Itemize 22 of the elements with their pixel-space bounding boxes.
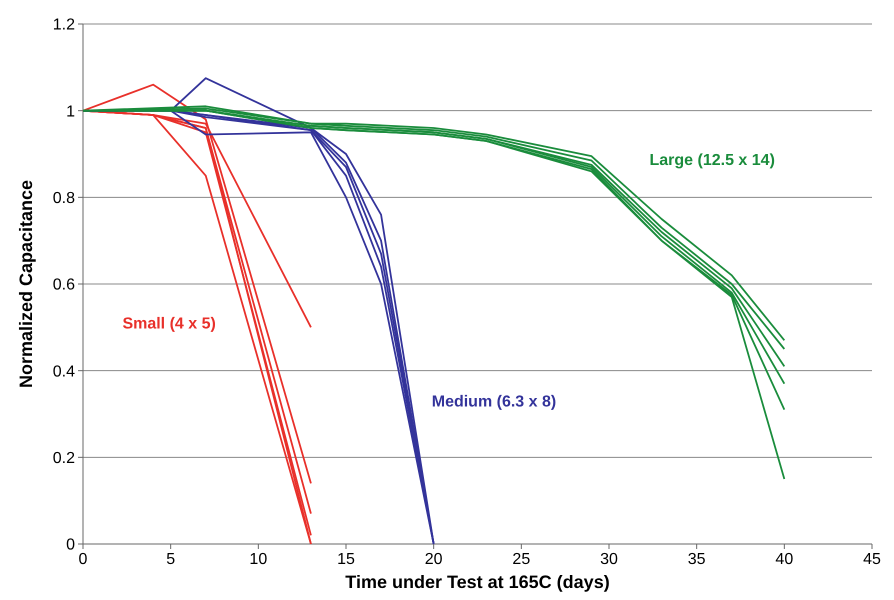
y-tick-label: 1.2 [52,16,76,34]
series-label: Medium (6.3 x 8) [432,394,556,411]
x-tick-label: 25 [512,551,530,568]
series-label: Large (12.5 x 14) [650,152,775,169]
x-tick-label: 0 [78,551,88,568]
x-tick-label: 20 [424,551,443,568]
x-tick-label: 45 [863,551,881,568]
y-tick-label: 0.2 [52,450,76,467]
text: Small (4 x 5) [122,316,216,333]
y-tick-label: 1 [66,103,76,120]
x-tick-label: 5 [166,551,176,568]
x-tick-label: 35 [688,551,706,568]
x-tick-label: 15 [337,551,355,568]
x-tick-label: 10 [249,551,268,568]
y-tick-label: 0.6 [52,276,76,294]
y-tick-label: 0 [66,536,76,554]
y-axis-title: Normalized Capacitance [16,180,36,388]
y-tick-label: 0.4 [52,363,76,380]
x-axis-title: Time under Test at 165C (days) [345,572,610,592]
x-tick-label: 30 [600,551,618,568]
y-tick-label: 0.8 [52,190,76,207]
x-tick-label: 40 [775,551,794,568]
